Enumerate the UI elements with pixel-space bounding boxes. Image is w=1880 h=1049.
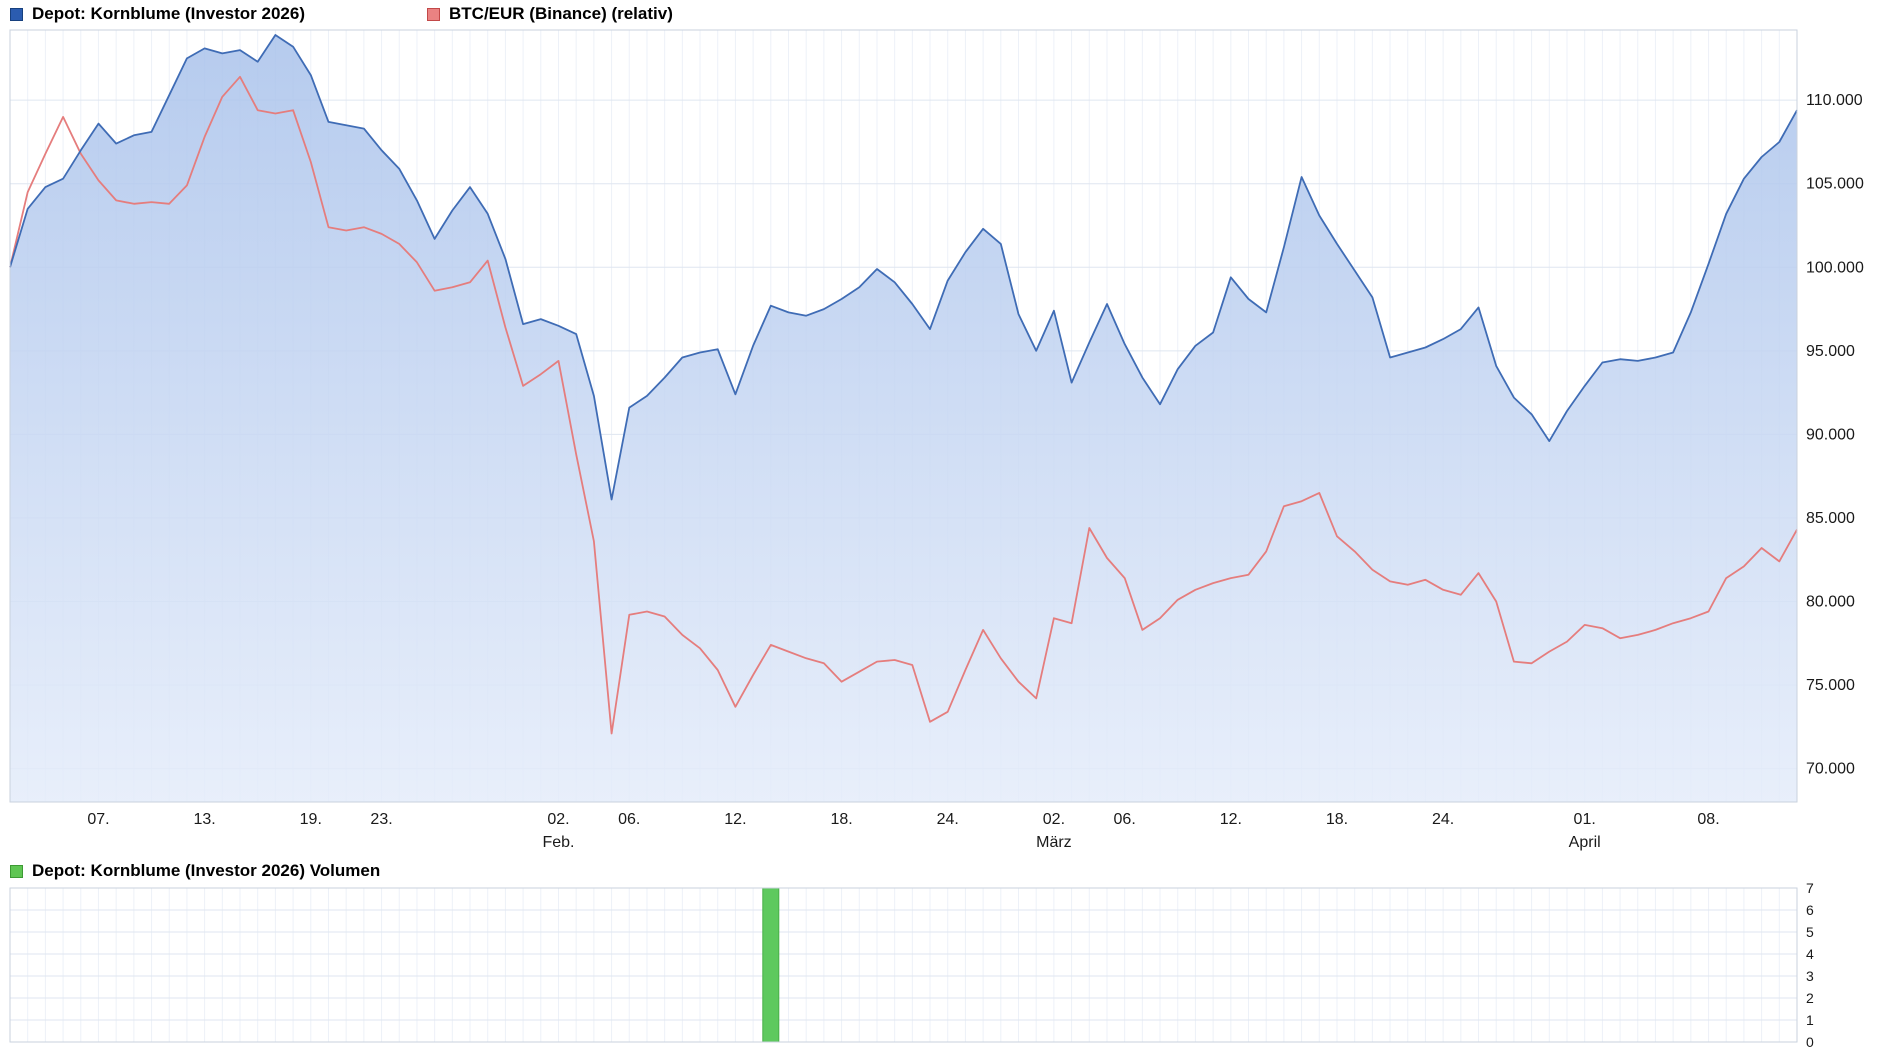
svg-text:2: 2: [1806, 990, 1814, 1006]
svg-text:07.: 07.: [87, 811, 109, 828]
svg-text:06.: 06.: [618, 811, 640, 828]
svg-text:23.: 23.: [370, 811, 392, 828]
svg-text:95.000: 95.000: [1806, 343, 1855, 360]
svg-text:12.: 12.: [724, 811, 746, 828]
svg-text:110.000: 110.000: [1806, 92, 1863, 109]
svg-text:08.: 08.: [1697, 811, 1719, 828]
svg-text:75.000: 75.000: [1806, 677, 1855, 694]
svg-text:April: April: [1569, 834, 1601, 851]
svg-text:70.000: 70.000: [1806, 761, 1855, 778]
svg-text:24.: 24.: [1432, 811, 1454, 828]
svg-text:4: 4: [1806, 946, 1814, 962]
svg-text:90.000: 90.000: [1806, 426, 1855, 443]
svg-text:12.: 12.: [1220, 811, 1242, 828]
svg-text:18.: 18.: [830, 811, 852, 828]
svg-text:100.000: 100.000: [1806, 259, 1864, 276]
svg-text:6: 6: [1806, 902, 1814, 918]
legend-btc: BTC/EUR (Binance) (relativ): [427, 4, 673, 23]
svg-text:80.000: 80.000: [1806, 593, 1855, 610]
btc-legend-swatch: [427, 7, 440, 21]
svg-text:105.000: 105.000: [1806, 176, 1864, 193]
btc-legend-label: BTC/EUR (Binance) (relativ): [449, 4, 673, 23]
depot-legend-label: Depot: Kornblume (Investor 2026): [32, 4, 305, 23]
svg-text:7: 7: [1806, 880, 1814, 896]
svg-text:85.000: 85.000: [1806, 510, 1855, 527]
volume-legend-label: Depot: Kornblume (Investor 2026) Volumen: [32, 861, 381, 880]
legend-volume: Depot: Kornblume (Investor 2026) Volumen: [10, 861, 381, 880]
depot-legend-swatch: [10, 7, 23, 21]
svg-text:Feb.: Feb.: [542, 834, 574, 851]
svg-text:06.: 06.: [1114, 811, 1136, 828]
svg-text:3: 3: [1806, 968, 1814, 984]
svg-text:5: 5: [1806, 924, 1814, 940]
svg-text:1: 1: [1806, 1012, 1814, 1028]
volume-legend-swatch: [10, 864, 23, 878]
svg-text:13.: 13.: [193, 811, 215, 828]
svg-text:18.: 18.: [1326, 811, 1348, 828]
svg-text:02.: 02.: [547, 811, 569, 828]
svg-text:01.: 01.: [1574, 811, 1596, 828]
svg-text:02.: 02.: [1043, 811, 1065, 828]
svg-text:März: März: [1036, 834, 1072, 851]
svg-text:0: 0: [1806, 1034, 1814, 1049]
legend-depot: Depot: Kornblume (Investor 2026): [10, 4, 305, 23]
svg-text:24.: 24.: [937, 811, 959, 828]
svg-text:19.: 19.: [300, 811, 322, 828]
